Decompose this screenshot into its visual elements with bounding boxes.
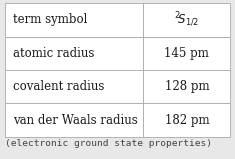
Bar (143, 103, 230, 137)
Bar (143, 37, 230, 70)
Text: 182 pm: 182 pm (164, 114, 209, 127)
Text: $^{2}\!S_{1/2}$: $^{2}\!S_{1/2}$ (174, 11, 200, 29)
Text: (electronic ground state properties): (electronic ground state properties) (5, 139, 212, 148)
Bar (143, 70, 230, 103)
Bar (5, 70, 143, 103)
Text: 145 pm: 145 pm (164, 47, 209, 60)
Text: covalent radius: covalent radius (13, 80, 104, 93)
Text: atomic radius: atomic radius (13, 47, 94, 60)
Text: 128 pm: 128 pm (164, 80, 209, 93)
Text: term symbol: term symbol (13, 13, 87, 26)
Bar (5, 3, 143, 37)
Bar (5, 37, 143, 70)
Bar (5, 103, 143, 137)
Bar (143, 3, 230, 37)
Text: van der Waals radius: van der Waals radius (13, 114, 138, 127)
